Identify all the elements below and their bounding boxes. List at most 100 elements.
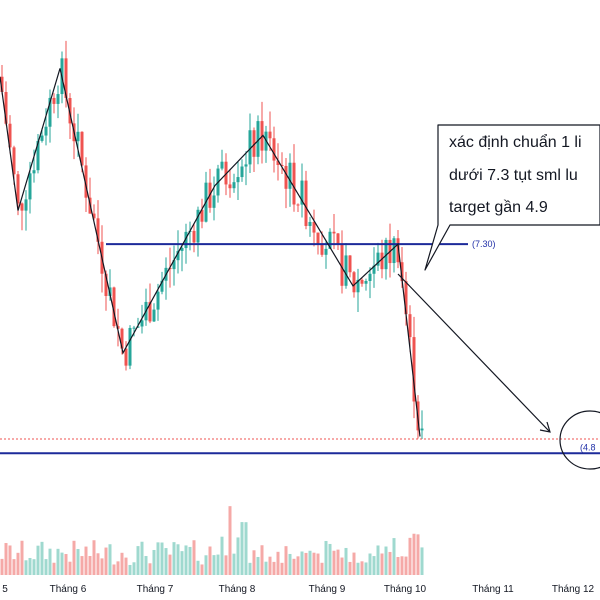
volume-bar <box>308 550 312 575</box>
volume-bar <box>244 522 248 575</box>
candle-body <box>272 138 276 161</box>
volume-bar <box>216 554 220 575</box>
volume-bar <box>320 562 324 575</box>
volume-bar <box>396 556 400 575</box>
volume-bar <box>120 552 124 575</box>
volume-bar <box>68 561 72 575</box>
candle-body <box>32 170 36 174</box>
volume-bar <box>168 554 172 575</box>
zigzag-pattern-line <box>0 68 421 437</box>
candle-body <box>20 203 24 211</box>
candle-body <box>396 238 400 263</box>
volume-bar <box>404 556 408 575</box>
volume-bar <box>0 558 4 575</box>
volume-bar <box>128 564 132 575</box>
volume-bar <box>360 561 364 575</box>
x-tick-label: Tháng 8 <box>219 584 256 595</box>
volume-bar <box>48 548 52 575</box>
volume-bar <box>144 556 148 575</box>
volume-bar <box>324 540 328 575</box>
volume-bar <box>36 545 40 575</box>
volume-bar <box>296 556 300 575</box>
candle-body <box>112 287 116 327</box>
candle-body <box>0 76 4 93</box>
volume-bar <box>108 544 112 575</box>
candle-body <box>232 182 236 189</box>
candle-body <box>172 260 176 270</box>
candle-body <box>420 428 424 431</box>
volume-bar <box>100 558 104 575</box>
volume-bar <box>16 552 20 575</box>
candle-body <box>68 98 72 124</box>
volume-bar <box>8 545 12 575</box>
candle-body <box>376 252 380 266</box>
volume-bar <box>256 556 260 575</box>
candle-body <box>220 161 224 169</box>
candle-body <box>300 180 304 205</box>
volume-bar <box>276 551 280 575</box>
volume-bar <box>40 541 44 575</box>
candle-body <box>336 233 340 244</box>
candle-body <box>180 248 184 251</box>
candle-body <box>212 195 216 208</box>
candle-body <box>176 250 180 261</box>
volume-bar <box>176 544 180 575</box>
candle-body <box>372 265 376 274</box>
annotation-line-3: target gần 4.9 <box>449 199 548 216</box>
volume-bar <box>60 552 64 575</box>
candle-body <box>380 252 384 270</box>
volume-bar <box>188 546 192 575</box>
volume-bar <box>336 549 340 575</box>
x-axis: 5 Tháng 6 Tháng 7 Tháng 8 Tháng 9 Tháng … <box>2 584 594 595</box>
candle-body <box>16 174 20 204</box>
volume-bar <box>300 551 304 575</box>
volume-bar <box>240 522 244 575</box>
volume-bar <box>316 553 320 575</box>
volume-bar <box>160 542 164 575</box>
x-tick-label: Tháng 9 <box>309 584 346 595</box>
volume-bar <box>368 553 372 575</box>
candle-body <box>12 147 16 175</box>
volume-bar <box>156 542 160 575</box>
volume-bar <box>56 548 60 575</box>
candle-body <box>128 327 132 366</box>
volume-bar <box>384 546 388 575</box>
volume-bar <box>180 551 184 575</box>
volume-bar <box>284 546 288 575</box>
candle-body <box>340 243 344 286</box>
candle-body <box>244 164 248 167</box>
volume-bar <box>388 551 392 575</box>
candle-body <box>364 280 368 284</box>
candle-body <box>120 328 124 349</box>
volume-bar <box>380 553 384 575</box>
volume-bar <box>376 545 380 575</box>
candle-body <box>48 97 52 127</box>
candle-body <box>332 231 336 234</box>
volume-bar <box>220 536 224 575</box>
x-tick-label: Tháng 7 <box>137 584 174 595</box>
volume-bar <box>412 533 416 575</box>
volume-bar <box>260 545 264 575</box>
candle-body <box>140 320 144 327</box>
candle-body <box>76 131 80 142</box>
candle-body <box>240 166 244 178</box>
candle-body <box>288 162 292 189</box>
candle-body <box>408 314 412 338</box>
candle-body <box>152 309 156 322</box>
target-level-label: (4.8 <box>580 442 596 452</box>
candle-body <box>160 280 164 292</box>
candle-body <box>360 279 364 284</box>
candle-body <box>252 130 256 157</box>
volume-bar <box>328 543 332 575</box>
candle-body <box>276 160 280 166</box>
candle-body <box>356 279 360 293</box>
candle-body <box>56 94 60 104</box>
candle-body <box>192 230 196 243</box>
candle-body <box>52 97 56 104</box>
volume-bar <box>268 556 272 575</box>
volume-bar <box>348 561 352 575</box>
volume-bar <box>196 560 200 575</box>
volume-bar <box>332 550 336 575</box>
candle-body <box>280 165 284 167</box>
